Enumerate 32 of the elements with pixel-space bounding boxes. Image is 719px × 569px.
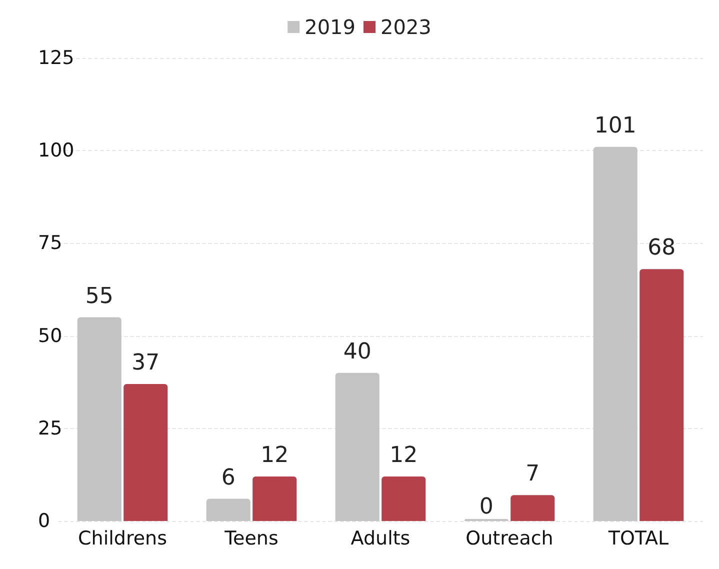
y-tick-label: 125 [38, 47, 74, 69]
data-label: 12 [260, 443, 289, 468]
data-label: 40 [343, 339, 372, 364]
data-label: 68 [648, 236, 676, 261]
bar [640, 269, 684, 521]
x-tick-label: Teens [224, 528, 278, 550]
y-tick-label: 25 [38, 417, 62, 440]
bar [252, 476, 297, 521]
x-tick-label: Outreach [466, 528, 554, 550]
y-tick-label: 100 [38, 140, 74, 162]
x-tick-label: Adults [350, 528, 410, 550]
bar [510, 495, 555, 521]
data-label: 7 [526, 462, 540, 487]
bar [382, 476, 426, 521]
bar [335, 372, 380, 521]
y-tick-label: 75 [38, 232, 62, 254]
data-label: 6 [221, 465, 236, 490]
y-tick-label: 0 [38, 510, 50, 532]
y-tick-label: 50 [38, 324, 62, 347]
data-label: 55 [85, 284, 114, 309]
data-label: 101 [594, 113, 636, 138]
data-label: 37 [132, 350, 160, 376]
bar [206, 498, 250, 521]
data-label: 0 [479, 494, 494, 520]
bar [593, 146, 638, 521]
bar [77, 317, 122, 521]
legend-label: 2019 [304, 15, 356, 39]
x-tick-label: TOTAL [607, 528, 670, 550]
legend-label: 2023 [380, 15, 432, 39]
data-label: 12 [390, 443, 418, 468]
x-tick-label: Childrens [78, 528, 167, 550]
bar [124, 384, 168, 521]
